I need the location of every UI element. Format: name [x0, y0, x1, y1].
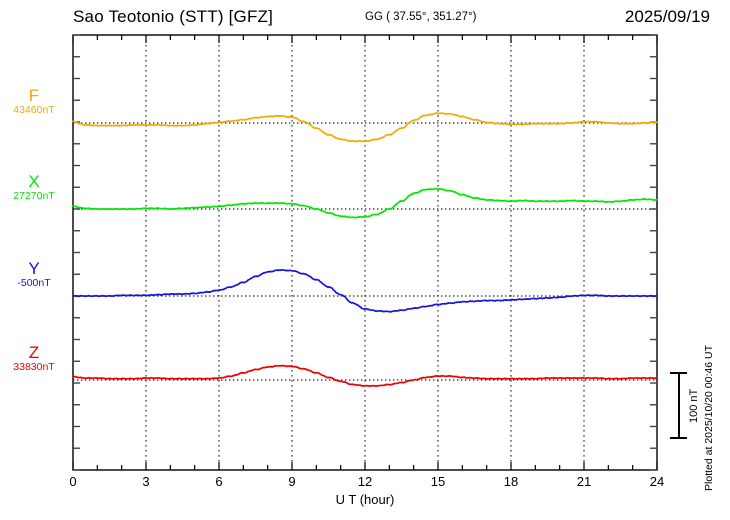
component-baseline-f: 43460nT	[13, 104, 55, 116]
component-baseline-y: -500nT	[17, 277, 51, 289]
x-tick-label: 15	[430, 474, 446, 489]
x-tick-label: 24	[649, 474, 665, 489]
observation-date: 2025/09/19	[624, 7, 710, 26]
component-label-y: Y -500nT	[0, 260, 68, 290]
component-letter-f: F	[28, 86, 40, 105]
component-label-x: X 27270nT	[0, 173, 68, 203]
component-letter-z: Z	[28, 343, 40, 362]
page-title: Sao Teotonio (STT) [GFZ]	[73, 7, 274, 26]
plotted-timestamp: Plotted at 2025/10/20 00:46 UT	[703, 345, 715, 491]
scale-bar-label: 100 nT	[688, 388, 700, 423]
trace-Y	[72, 268, 658, 313]
geographic-coordinates: GG ( 37.55°, 351.27°)	[365, 11, 477, 23]
scale-bar-line	[678, 372, 680, 439]
x-tick-label: 0	[69, 474, 77, 489]
x-tick-label: 3	[142, 474, 150, 489]
component-baseline-z: 33830nT	[13, 361, 55, 373]
component-baseline-x: 27270nT	[13, 190, 55, 202]
component-letter-y: Y	[28, 259, 40, 278]
x-axis-title: U T (hour)	[335, 492, 395, 507]
component-label-f: F 43460nT	[0, 87, 68, 117]
x-tick-label: 6	[215, 474, 223, 489]
x-tick-label: 18	[503, 474, 519, 489]
x-tick-label: 9	[288, 474, 296, 489]
component-letter-x: X	[28, 172, 40, 191]
trace-Z	[72, 364, 658, 388]
x-tick-label: 21	[576, 474, 592, 489]
trace-F	[72, 112, 658, 143]
trace-X	[72, 187, 658, 219]
x-tick-label: 12	[357, 474, 373, 489]
component-label-z: Z 33830nT	[0, 344, 68, 374]
scale-bar-bottom-cap	[670, 437, 687, 439]
